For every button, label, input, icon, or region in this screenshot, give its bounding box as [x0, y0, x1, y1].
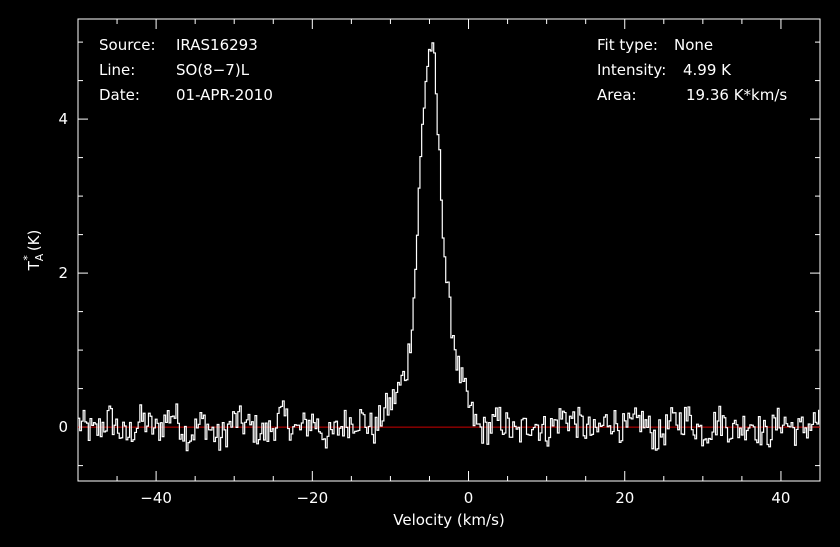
x-axis: −40 −20 0 20 40 [77, 19, 821, 507]
y-axis-label-main: T [25, 260, 43, 271]
spectrum-line [78, 42, 820, 452]
y-axis: 0 2 4 [58, 41, 820, 467]
x-tick-label: 0 [464, 489, 474, 507]
y-axis-label-unit: (K) [25, 230, 43, 252]
y-axis-label-sub: A [33, 253, 46, 261]
x-tick-label: −20 [296, 489, 328, 507]
x-tick-label: −40 [140, 489, 172, 507]
source-label: Source: [99, 36, 156, 54]
area-label: Area: [597, 86, 637, 104]
date-value: 01-APR-2010 [176, 86, 273, 104]
y-tick-label: 4 [58, 110, 68, 128]
area-value: 19.36 K*km/s [686, 86, 788, 104]
intensity-value: 4.99 K [683, 61, 732, 79]
fit-type-value: None [674, 36, 714, 54]
line-label: Line: [99, 61, 136, 79]
y-tick-label: 2 [58, 264, 68, 282]
x-axis-label: Velocity (km/s) [393, 511, 504, 529]
y-axis-label: TA* (K) [21, 230, 46, 272]
y-tick-label: 0 [58, 418, 68, 436]
fit-type-label: Fit type: [597, 36, 658, 54]
line-value: SO(8−7)L [176, 61, 250, 79]
x-tick-label: 20 [615, 489, 634, 507]
plot-frame [77, 18, 821, 482]
date-label: Date: [99, 86, 140, 104]
x-tick-label: 40 [771, 489, 790, 507]
svg-text:TA*(K): TA* (K) [21, 230, 46, 272]
y-axis-label-sup: * [21, 255, 34, 261]
source-value: IRAS16293 [176, 36, 258, 54]
intensity-label: Intensity: [597, 61, 667, 79]
